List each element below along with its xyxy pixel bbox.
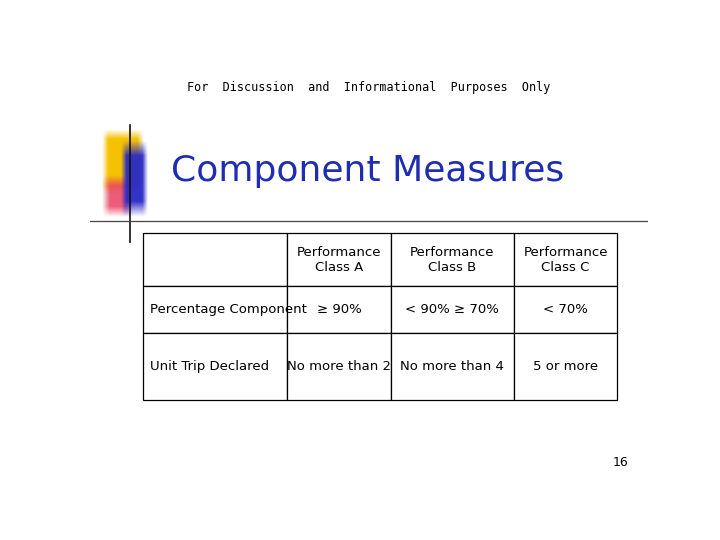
Text: Unit Trip Declared: Unit Trip Declared (150, 360, 269, 373)
Text: No more than 2: No more than 2 (287, 360, 391, 373)
Bar (391, 233, 514, 286)
Text: For  Discussion  and  Informational  Purposes  Only: For Discussion and Informational Purpose… (187, 81, 551, 94)
Bar (514, 333, 617, 400)
Text: Percentage Component: Percentage Component (150, 303, 307, 316)
Text: ≥ 90%: ≥ 90% (317, 303, 361, 316)
Text: Performance
Class C: Performance Class C (523, 246, 608, 274)
Text: Component Measures: Component Measures (171, 154, 564, 188)
Text: Performance
Class A: Performance Class A (297, 246, 382, 274)
Text: 16: 16 (613, 456, 629, 469)
Text: 5 or more: 5 or more (533, 360, 598, 373)
Bar (287, 233, 391, 286)
Bar (287, 286, 391, 333)
Text: < 70%: < 70% (543, 303, 588, 316)
Bar (287, 333, 391, 400)
Bar (391, 333, 514, 400)
Bar (143, 286, 287, 333)
Bar (514, 233, 617, 286)
Text: No more than 4: No more than 4 (400, 360, 504, 373)
Text: < 90% ≥ 70%: < 90% ≥ 70% (405, 303, 500, 316)
Bar (143, 333, 287, 400)
Bar (143, 233, 287, 286)
Text: Performance
Class B: Performance Class B (410, 246, 495, 274)
Bar (514, 286, 617, 333)
Bar (391, 286, 514, 333)
